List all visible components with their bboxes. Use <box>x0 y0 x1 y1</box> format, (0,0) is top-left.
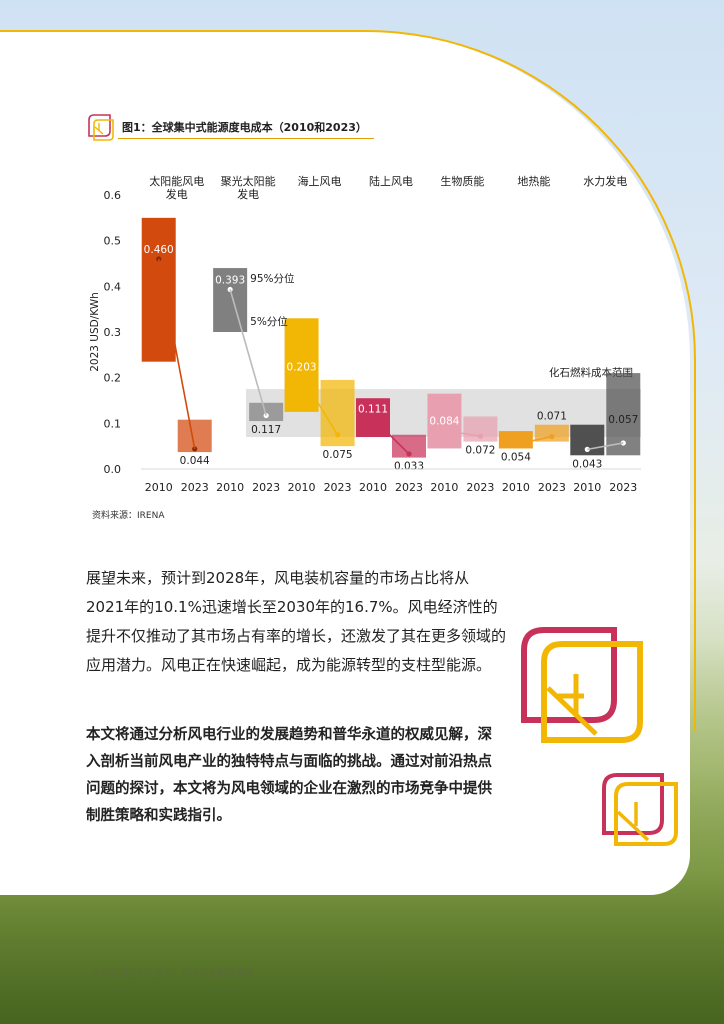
range-bar <box>213 268 248 332</box>
x-year-label: 2010 <box>216 481 244 494</box>
value-label: 0.072 <box>465 445 495 457</box>
y-tick-label: 0.3 <box>104 326 122 339</box>
x-year-label: 2023 <box>466 481 494 494</box>
leaf-logo-icon <box>88 114 114 141</box>
value-label: 0.043 <box>572 458 602 470</box>
leaf-logo-large-icon <box>521 627 643 743</box>
category-label: 海上风电 <box>298 174 342 188</box>
body-paragraph-1: 展望未来，预计到2028年，风电装机容量的市场占比将从2021年的10.1%迅速… <box>86 569 507 674</box>
value-label: 0.071 <box>537 411 567 423</box>
range-bar <box>249 402 284 422</box>
y-tick-label: 0.5 <box>104 235 122 248</box>
leaf-logo-small-icon <box>602 773 678 846</box>
value-label: 0.075 <box>323 449 353 461</box>
x-year-label: 2010 <box>359 481 387 494</box>
median-connector <box>157 258 196 450</box>
content-card <box>0 30 690 895</box>
p95-annotation: 95%分位 <box>250 272 295 285</box>
x-year-label: 2010 <box>502 481 530 494</box>
y-tick-label: 0.0 <box>104 463 122 476</box>
value-label: 0.117 <box>251 424 281 436</box>
value-label: 0.044 <box>180 455 210 467</box>
median-point <box>549 433 555 440</box>
category-label: 太阳能风电 <box>149 174 204 188</box>
source-note: 资料来源：IRENA <box>92 511 165 521</box>
x-year-label: 2010 <box>145 481 173 494</box>
median-connector <box>515 435 553 446</box>
category-label: 地热能 <box>517 174 550 188</box>
value-label: 0.033 <box>394 461 424 473</box>
x-year-label: 2023 <box>252 481 280 494</box>
x-year-label: 2010 <box>430 481 458 494</box>
y-axis-label: 2023 USD/KWh <box>89 292 101 372</box>
y-tick-label: 0.2 <box>104 372 122 385</box>
x-year-label: 2010 <box>573 481 601 494</box>
value-label: 0.054 <box>501 451 531 463</box>
title-underline <box>118 138 374 139</box>
median-connector <box>229 289 267 416</box>
x-year-label: 2023 <box>181 481 209 494</box>
y-tick-label: 0.6 <box>104 189 122 202</box>
x-year-label: 2023 <box>395 481 423 494</box>
x-year-label: 2023 <box>609 481 637 494</box>
y-tick-label: 0.1 <box>104 417 122 430</box>
figure-title-row: 图1：全球集中式能源度电成本（2010和2023） <box>86 112 367 142</box>
median-connector <box>444 429 481 437</box>
range-bar <box>141 217 176 362</box>
range-bar <box>534 424 569 442</box>
category-label: 聚光太阳能 <box>221 174 276 188</box>
x-year-label: 2010 <box>288 481 316 494</box>
category-label: 发电 <box>237 187 259 201</box>
page-footer: 3 新能源新纪元系列：风电行业趋势洞察 <box>92 969 254 979</box>
category-label: 水力发电 <box>583 174 627 188</box>
category-label: 发电 <box>166 187 188 201</box>
lcoe-chart: 化石燃料成本范围 0.0 0.1 0.2 0.3 0.4 0.5 0.6 2023 USD/KW… <box>86 165 646 504</box>
range-bar <box>427 393 462 449</box>
category-label: 生物质能 <box>440 174 484 188</box>
value-label: 0.203 <box>287 361 317 373</box>
y-tick-label: 0.4 <box>104 280 122 293</box>
value-label: 0.111 <box>358 403 388 415</box>
median-point <box>620 440 626 446</box>
body-paragraph-2: 本文将通过分析风电行业的发展趋势和普华永道的权威见解，深入剖析当前风电产业的独特… <box>86 727 492 824</box>
median-point <box>192 446 198 452</box>
range-bar <box>498 431 533 449</box>
x-year-label: 2023 <box>324 481 352 494</box>
median-connector <box>300 375 339 436</box>
p5-annotation: 5%分位 <box>250 315 288 328</box>
x-year-label: 2023 <box>538 481 566 494</box>
value-label: 0.460 <box>144 244 174 256</box>
median-connector <box>372 417 410 455</box>
figure-title: 图1：全球集中式能源度电成本（2010和2023） <box>122 121 367 134</box>
value-label: 0.057 <box>608 414 638 426</box>
median-connector <box>587 442 624 451</box>
value-label: 0.084 <box>429 416 459 428</box>
category-label: 陆上风电 <box>369 174 413 188</box>
range-bar <box>392 434 426 458</box>
range-bar <box>284 318 319 412</box>
value-label: 0.393 <box>215 275 245 287</box>
